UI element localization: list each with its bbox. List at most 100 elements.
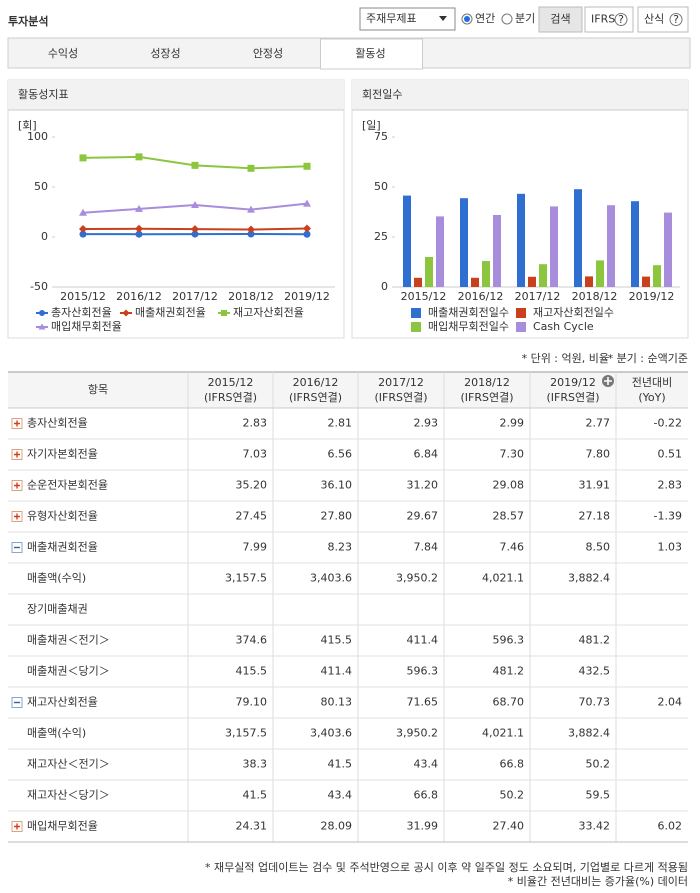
bar: [403, 195, 411, 287]
tab-active[interactable]: [320, 38, 423, 70]
bar: [664, 212, 672, 287]
row-label: 재고자산회전율: [27, 696, 98, 709]
bar: [414, 277, 422, 287]
cell: 28.57: [493, 510, 525, 523]
marker: [247, 230, 255, 238]
cell: 2.04: [658, 696, 683, 709]
marker: [303, 224, 311, 233]
tab-label[interactable]: 활동성: [355, 46, 385, 60]
radio[interactable]: [501, 13, 513, 25]
cell: 8.23: [328, 541, 353, 554]
row-label: 장기매출채권: [27, 603, 88, 616]
select-value: 주재무제표: [366, 12, 417, 25]
cell: 38.3: [243, 758, 268, 771]
column-header: 2016/12: [293, 376, 339, 389]
tab-label[interactable]: 성장성: [150, 47, 180, 60]
y-tick-label: 75: [374, 130, 388, 143]
button-label: 산식: [644, 13, 664, 26]
cell: 43.4: [414, 758, 439, 771]
cell: 3,882.4: [568, 727, 610, 740]
cell: 36.10: [321, 479, 353, 492]
legend-swatch: [516, 322, 526, 332]
bar: [471, 277, 479, 287]
row-label: 매출채권회전율: [27, 541, 98, 554]
marker: [135, 204, 143, 212]
x-tick-label: 2018/12: [572, 290, 618, 303]
marker: [303, 162, 311, 170]
legend-swatch: [411, 308, 421, 318]
marker: [303, 199, 311, 207]
cell: 79.10: [236, 696, 268, 709]
cell: 596.3: [407, 665, 439, 678]
cell: 7.46: [500, 541, 525, 554]
bar: [585, 276, 593, 287]
cell: 374.6: [236, 634, 268, 647]
row-label: 재고자산＜당기＞: [27, 789, 110, 802]
cell: 481.2: [579, 634, 611, 647]
bar: [517, 193, 525, 287]
bar: [482, 261, 490, 287]
tab-label[interactable]: 수익성: [48, 47, 78, 60]
row-label: 재고자산＜전기＞: [27, 758, 110, 771]
cell: 24.31: [236, 820, 268, 833]
cell: 1.03: [658, 541, 683, 554]
cell: 71.65: [407, 696, 439, 709]
column-header: 2018/12: [464, 376, 510, 389]
footnote: * 비율간 전년대비는 증가율(%) 데이터: [508, 875, 688, 888]
bar: [574, 189, 582, 287]
column-header: 2017/12: [378, 376, 424, 389]
cell: 41.5: [243, 789, 268, 802]
x-tick-label: 2015/12: [401, 290, 447, 303]
cell: 415.5: [236, 665, 268, 678]
unit-label: [회]: [18, 119, 37, 132]
marker: [303, 230, 311, 238]
cell: 432.5: [579, 665, 611, 678]
x-tick-label: 2016/12: [116, 290, 162, 303]
cell: 415.5: [321, 634, 353, 647]
legend-marker: [38, 323, 46, 330]
x-tick-label: 2019/12: [284, 290, 330, 303]
select-arrow: [439, 16, 447, 21]
select-box[interactable]: [359, 7, 456, 31]
row-label: 매출액(수익): [27, 572, 86, 585]
cell: 0.51: [658, 448, 683, 461]
column-header: (IFRS연결): [546, 391, 599, 404]
cell: 66.8: [414, 789, 439, 802]
y-tick-label: 50: [374, 180, 388, 193]
cell: 2.83: [243, 417, 268, 430]
cell: -1.39: [654, 510, 682, 523]
cell: 59.5: [586, 789, 611, 802]
radio-label: 분기: [515, 12, 535, 25]
marker: [135, 153, 143, 161]
cell: 50.2: [586, 758, 611, 771]
chart-title: 활동성지표: [18, 87, 69, 101]
toggle-sign: [14, 513, 20, 520]
cell: 6.56: [328, 448, 353, 461]
cell: 27.80: [321, 510, 353, 523]
cell: 50.2: [500, 789, 525, 802]
marker: [135, 224, 143, 233]
marker: [79, 230, 87, 238]
y-tick-label: 0: [381, 280, 388, 293]
column-header: 2019/12: [550, 376, 596, 389]
button[interactable]: [538, 6, 583, 33]
x-tick-label: 2015/12: [60, 290, 106, 303]
cell: 7.30: [500, 448, 525, 461]
help-mark: ?: [618, 13, 624, 26]
marker: [247, 164, 255, 172]
cell: 411.4: [321, 665, 353, 678]
chart-panel: [7, 79, 345, 339]
y-tick-label: -50: [30, 280, 48, 293]
tab-label[interactable]: 안정성: [253, 47, 283, 60]
footnote: * 재무실적 업데이트는 검수 및 주석반영으로 공시 이후 약 일주일 정도 …: [205, 860, 688, 874]
bar: [607, 205, 615, 287]
column-header: 전년대비: [632, 376, 672, 389]
marker: [135, 230, 143, 238]
table-header: [8, 372, 688, 408]
cell: 29.67: [407, 510, 439, 523]
marker: [191, 201, 199, 209]
row-label: 유형자산회전율: [27, 510, 98, 523]
chart-header: [352, 80, 688, 110]
row-label: 자기자본회전율: [27, 448, 98, 461]
